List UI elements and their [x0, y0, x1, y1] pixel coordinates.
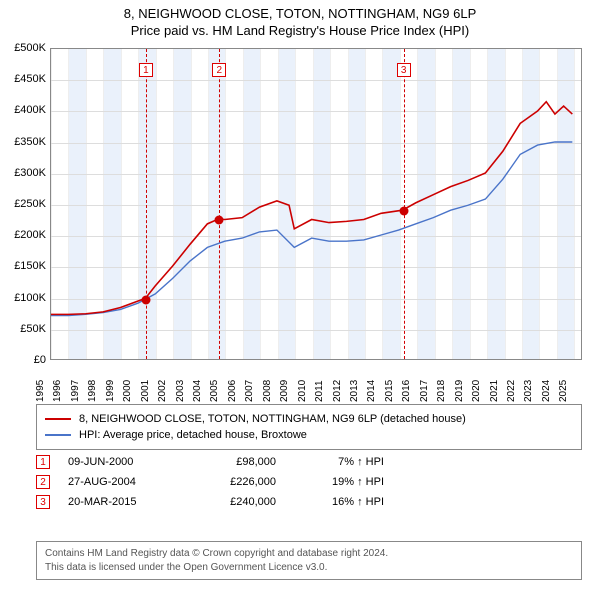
event-row: 3 20-MAR-2015 £240,000 16% ↑ HPI — [36, 492, 582, 512]
x-tick-label: 2013 — [349, 380, 360, 402]
x-tick-label: 1999 — [105, 380, 116, 402]
marker-dot — [399, 207, 408, 216]
title-address: 8, NEIGHWOOD CLOSE, TOTON, NOTTINGHAM, N… — [10, 6, 590, 21]
plot-region: 1 2 3 — [50, 48, 582, 360]
event-row: 1 09-JUN-2000 £98,000 7% ↑ HPI — [36, 452, 582, 472]
chart-area: 123 £0£50K£100K£150K£200K£250K£300K£350K… — [50, 48, 582, 388]
x-tick-label: 2017 — [419, 380, 430, 402]
x-tick-label: 1997 — [70, 380, 81, 402]
y-tick-label: £400K — [2, 104, 46, 116]
x-tick-label: 2011 — [314, 380, 325, 402]
x-tick-label: 2021 — [489, 380, 500, 402]
legend-label: HPI: Average price, detached house, Brox… — [79, 429, 307, 441]
y-tick-label: £300K — [2, 167, 46, 179]
event-price: £226,000 — [186, 476, 276, 488]
series-hpi — [51, 142, 572, 316]
event-badge: 2 — [36, 475, 50, 489]
x-tick-label: 2022 — [506, 380, 517, 402]
y-tick-label: £450K — [2, 73, 46, 85]
legend-label: 8, NEIGHWOOD CLOSE, TOTON, NOTTINGHAM, N… — [79, 413, 466, 425]
x-tick-label: 2012 — [332, 380, 343, 402]
title-subtitle: Price paid vs. HM Land Registry's House … — [10, 23, 590, 38]
x-tick-label: 2023 — [523, 380, 534, 402]
x-axis-ticks: 1995199619971998199920002001200220032004… — [50, 360, 582, 388]
title-block: 8, NEIGHWOOD CLOSE, TOTON, NOTTINGHAM, N… — [0, 0, 600, 42]
y-tick-label: £250K — [2, 198, 46, 210]
legend-swatch — [45, 418, 71, 420]
event-badge: 3 — [36, 495, 50, 509]
line-series — [51, 49, 581, 359]
marker-badge: 3 — [397, 63, 411, 77]
legend-row: 8, NEIGHWOOD CLOSE, TOTON, NOTTINGHAM, N… — [45, 411, 573, 427]
legend-row: HPI: Average price, detached house, Brox… — [45, 427, 573, 443]
x-tick-label: 1998 — [87, 380, 98, 402]
y-tick-label: £150K — [2, 260, 46, 272]
event-date: 20-MAR-2015 — [68, 496, 168, 508]
footer-line2: This data is licensed under the Open Gov… — [45, 561, 573, 575]
x-tick-label: 2019 — [454, 380, 465, 402]
x-tick-label: 1995 — [35, 380, 46, 402]
y-tick-label: £200K — [2, 229, 46, 241]
x-tick-label: 2008 — [262, 380, 273, 402]
x-tick-label: 2005 — [209, 380, 220, 402]
x-tick-label: 2015 — [384, 380, 395, 402]
event-pct: 19% ↑ HPI — [294, 476, 384, 488]
x-tick-label: 2020 — [471, 380, 482, 402]
chart-container: 8, NEIGHWOOD CLOSE, TOTON, NOTTINGHAM, N… — [0, 0, 600, 590]
y-tick-label: £100K — [2, 292, 46, 304]
x-tick-label: 2024 — [541, 380, 552, 402]
event-row: 2 27-AUG-2004 £226,000 19% ↑ HPI — [36, 472, 582, 492]
footer-line1: Contains HM Land Registry data © Crown c… — [45, 547, 573, 561]
series-price_paid — [51, 102, 572, 315]
x-tick-label: 2007 — [244, 380, 255, 402]
x-tick-label: 2009 — [279, 380, 290, 402]
y-tick-label: £500K — [2, 42, 46, 54]
x-tick-label: 2018 — [436, 380, 447, 402]
x-tick-label: 2025 — [558, 380, 569, 402]
event-price: £98,000 — [186, 456, 276, 468]
attribution-footer: Contains HM Land Registry data © Crown c… — [36, 541, 582, 580]
y-tick-label: £350K — [2, 136, 46, 148]
marker-dot — [141, 295, 150, 304]
x-tick-label: 2016 — [401, 380, 412, 402]
x-tick-label: 2014 — [366, 380, 377, 402]
y-tick-label: £0 — [2, 354, 46, 366]
x-tick-label: 2002 — [157, 380, 168, 402]
event-date: 09-JUN-2000 — [68, 456, 168, 468]
x-tick-label: 2000 — [122, 380, 133, 402]
x-tick-label: 2006 — [227, 380, 238, 402]
legend-swatch — [45, 434, 71, 436]
x-tick-label: 2010 — [297, 380, 308, 402]
event-date: 27-AUG-2004 — [68, 476, 168, 488]
event-badge: 1 — [36, 455, 50, 469]
x-tick-label: 2001 — [140, 380, 151, 402]
event-price: £240,000 — [186, 496, 276, 508]
marker-dot — [215, 215, 224, 224]
marker-badge: 2 — [212, 63, 226, 77]
x-tick-label: 1996 — [52, 380, 63, 402]
event-table: 1 09-JUN-2000 £98,000 7% ↑ HPI 2 27-AUG-2004 £… — [36, 452, 582, 512]
marker-badge: 1 — [139, 63, 153, 77]
x-tick-label: 2004 — [192, 380, 203, 402]
event-pct: 16% ↑ HPI — [294, 496, 384, 508]
legend: 8, NEIGHWOOD CLOSE, TOTON, NOTTINGHAM, N… — [36, 404, 582, 450]
event-pct: 7% ↑ HPI — [294, 456, 384, 468]
x-tick-label: 2003 — [175, 380, 186, 402]
y-tick-label: £50K — [2, 323, 46, 335]
